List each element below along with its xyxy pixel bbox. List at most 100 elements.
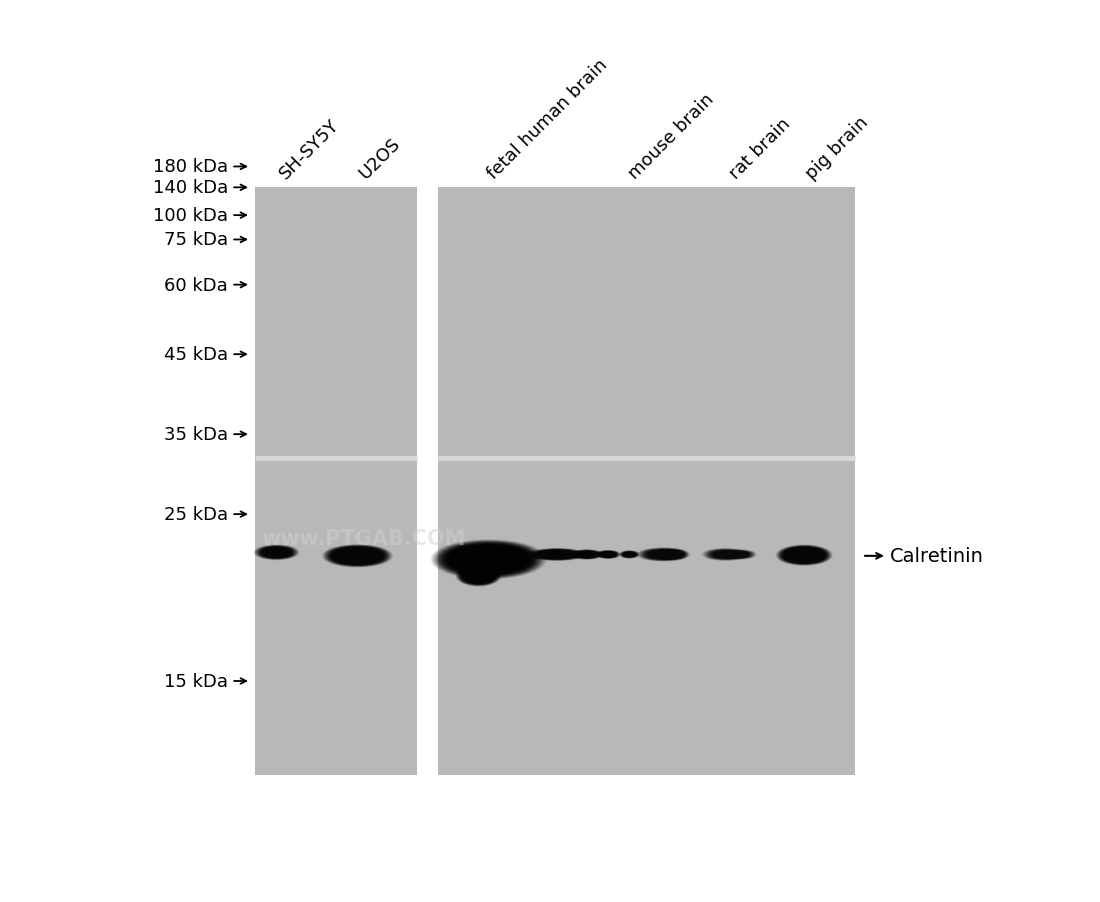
Ellipse shape (653, 552, 674, 557)
Ellipse shape (597, 551, 618, 558)
Ellipse shape (537, 550, 576, 559)
Ellipse shape (714, 552, 738, 558)
Ellipse shape (274, 552, 278, 554)
Ellipse shape (662, 552, 681, 557)
Ellipse shape (477, 556, 499, 564)
Ellipse shape (338, 550, 377, 562)
Ellipse shape (794, 552, 814, 559)
Text: 45 kDa: 45 kDa (164, 345, 228, 364)
Ellipse shape (658, 553, 670, 557)
Ellipse shape (348, 553, 367, 559)
Ellipse shape (584, 554, 590, 556)
Ellipse shape (732, 552, 749, 557)
Ellipse shape (668, 554, 676, 557)
Ellipse shape (578, 552, 596, 557)
Ellipse shape (575, 552, 597, 558)
Ellipse shape (779, 547, 829, 565)
Ellipse shape (600, 552, 616, 557)
Ellipse shape (641, 549, 685, 560)
Ellipse shape (597, 551, 619, 558)
Ellipse shape (574, 551, 600, 558)
Ellipse shape (728, 551, 752, 558)
Ellipse shape (328, 547, 387, 566)
Ellipse shape (572, 550, 602, 559)
Ellipse shape (661, 554, 666, 556)
Ellipse shape (645, 550, 682, 559)
Ellipse shape (736, 554, 745, 557)
Ellipse shape (657, 553, 670, 557)
Ellipse shape (798, 553, 811, 557)
Ellipse shape (707, 550, 744, 559)
Ellipse shape (339, 550, 376, 562)
Ellipse shape (324, 546, 390, 566)
Ellipse shape (268, 550, 285, 556)
Ellipse shape (802, 555, 806, 557)
Ellipse shape (719, 553, 732, 557)
Ellipse shape (738, 554, 742, 556)
Ellipse shape (626, 554, 632, 556)
Ellipse shape (733, 553, 747, 557)
Ellipse shape (783, 548, 825, 563)
Ellipse shape (799, 554, 810, 557)
Ellipse shape (625, 553, 635, 557)
Ellipse shape (261, 548, 293, 557)
Ellipse shape (708, 550, 742, 559)
Ellipse shape (729, 552, 751, 558)
Text: Calretinin: Calretinin (890, 547, 984, 566)
Ellipse shape (585, 555, 588, 556)
Text: fetal human brain: fetal human brain (484, 56, 612, 182)
Ellipse shape (778, 546, 830, 565)
Ellipse shape (600, 552, 616, 557)
Ellipse shape (470, 571, 487, 580)
Ellipse shape (623, 553, 636, 557)
Ellipse shape (650, 552, 676, 558)
Ellipse shape (486, 559, 491, 560)
Ellipse shape (481, 557, 497, 562)
Ellipse shape (466, 552, 510, 567)
Ellipse shape (458, 549, 519, 570)
Ellipse shape (486, 558, 492, 561)
Ellipse shape (660, 551, 684, 558)
Ellipse shape (444, 545, 534, 575)
Ellipse shape (461, 567, 496, 584)
Ellipse shape (714, 552, 738, 557)
Ellipse shape (262, 548, 292, 557)
Text: U2OS: U2OS (355, 134, 404, 182)
Ellipse shape (544, 552, 570, 557)
Ellipse shape (345, 552, 370, 560)
Ellipse shape (576, 552, 596, 557)
Ellipse shape (720, 554, 730, 556)
Ellipse shape (606, 554, 610, 556)
Ellipse shape (266, 549, 287, 556)
Ellipse shape (548, 553, 566, 557)
Ellipse shape (714, 552, 737, 557)
Ellipse shape (796, 553, 812, 558)
Ellipse shape (624, 553, 635, 557)
Ellipse shape (626, 554, 634, 557)
Ellipse shape (627, 554, 631, 556)
Ellipse shape (602, 553, 615, 557)
Ellipse shape (621, 552, 637, 557)
Ellipse shape (624, 553, 636, 557)
Ellipse shape (338, 550, 377, 563)
Ellipse shape (538, 551, 575, 558)
Ellipse shape (782, 548, 826, 564)
Ellipse shape (330, 548, 385, 565)
Ellipse shape (468, 571, 490, 581)
Ellipse shape (660, 554, 667, 556)
Ellipse shape (454, 548, 524, 572)
Ellipse shape (343, 552, 372, 561)
Ellipse shape (468, 570, 490, 581)
Text: 25 kDa: 25 kDa (164, 505, 228, 523)
Ellipse shape (446, 545, 532, 575)
Ellipse shape (582, 554, 592, 557)
Ellipse shape (737, 554, 744, 556)
Ellipse shape (267, 550, 285, 556)
Ellipse shape (642, 549, 684, 560)
Ellipse shape (597, 551, 618, 558)
Ellipse shape (549, 553, 565, 557)
Ellipse shape (642, 549, 684, 560)
Ellipse shape (737, 554, 744, 556)
Ellipse shape (472, 573, 485, 579)
Ellipse shape (550, 553, 564, 557)
